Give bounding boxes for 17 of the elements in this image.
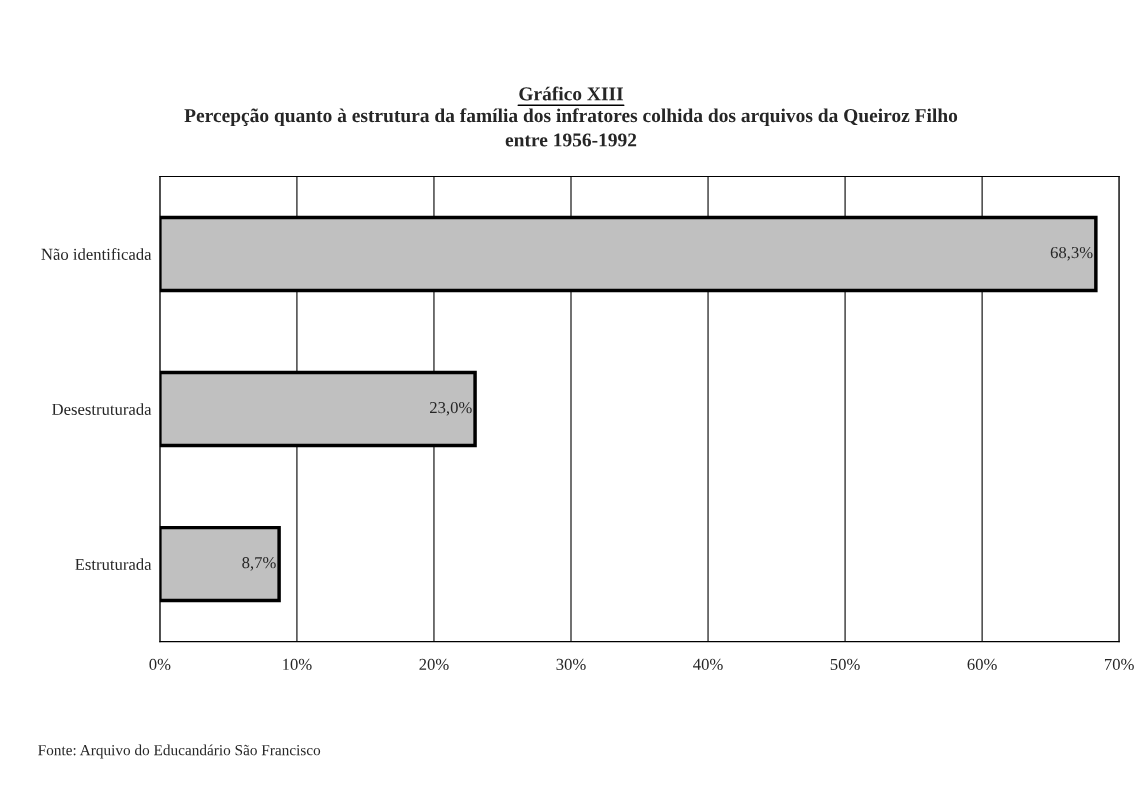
x-tick-label: 50% xyxy=(830,658,860,671)
y-tick-label: Estruturada xyxy=(75,558,152,571)
x-tick-label: 30% xyxy=(556,658,586,671)
data-label: 23,0% xyxy=(430,401,472,416)
chart-subtitle: Percepção quanto à estrutura da família dos infratores colhida dos arquivos da Queiroz Filho entre 1956-1992 xyxy=(184,108,958,147)
y-tick-label: Desestruturada xyxy=(52,403,152,415)
source-note: Fonte: Arquivo do Educandário São Francisco xyxy=(38,744,321,759)
data-label: 68,3% xyxy=(1050,246,1093,261)
chart-title: Gráfico XIII xyxy=(519,86,623,101)
x-tick-label: 40% xyxy=(693,658,723,671)
x-tick-label: 70% xyxy=(1104,658,1134,671)
x-tick-label: 10% xyxy=(283,658,312,671)
x-tick-label: 60% xyxy=(967,658,997,671)
y-tick-label: Não identificada xyxy=(41,248,152,260)
x-tick-label: 20% xyxy=(419,658,449,671)
data-label: 8,7% xyxy=(242,557,276,571)
x-tick-label: 0% xyxy=(149,658,171,671)
